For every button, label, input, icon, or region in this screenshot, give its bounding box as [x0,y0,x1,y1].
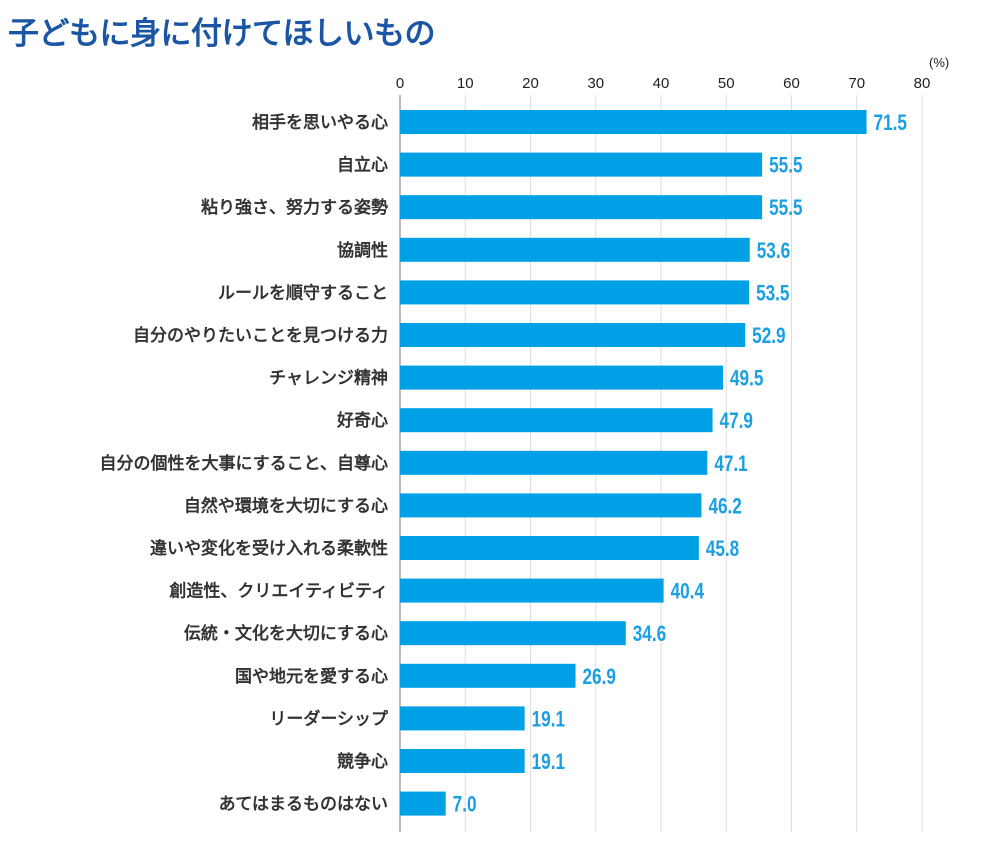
x-tick-label: 60 [783,75,800,92]
bar [400,749,525,773]
value-label: 49.5 [730,367,763,392]
category-label: 創造性、クリエイティビティ [168,581,388,602]
x-tick-label: 20 [522,75,539,92]
unit-label: (%) [929,55,950,70]
value-label: 45.8 [706,537,739,562]
value-label: 26.9 [583,665,616,690]
value-label: 47.9 [720,409,753,434]
category-label: 違いや変化を受け入れる柔軟性 [150,538,388,559]
value-label: 46.2 [708,494,741,519]
value-label: 19.1 [532,750,565,775]
value-label: 7.0 [453,793,477,818]
category-label: リーダーシップ [269,708,389,729]
value-label: 53.6 [757,239,790,264]
category-label: ルールを順守すること [218,282,388,303]
x-tick-label: 40 [653,75,670,92]
category-label: 自然や環境を大切にする心 [184,495,388,516]
x-tick-label: 0 [396,75,404,92]
bar [400,408,713,433]
x-tick-label: 70 [848,75,865,92]
bar [400,493,702,518]
category-label: 自分の個性を大事にすること、自尊心 [100,453,389,474]
category-label: 自分のやりたいことを見つける力 [133,325,388,346]
value-label: 55.5 [769,196,802,221]
category-label: 好奇心 [336,410,388,431]
bar [400,280,750,305]
value-label: 52.9 [752,324,785,349]
category-label: 自立心 [337,155,388,176]
value-label: 34.6 [633,622,666,647]
bar [400,706,525,731]
value-label: 40.4 [671,580,704,605]
chart-title: 子どもに身に付けてほしいもの [8,16,436,52]
bar [400,365,723,390]
category-label: チャレンジ精神 [269,368,388,389]
category-label: あてはまるものはない [219,795,388,815]
value-label: 47.1 [714,452,747,477]
value-label: 55.5 [769,154,802,179]
x-tick-label: 10 [457,75,474,92]
bar [400,450,708,475]
bar [400,578,664,603]
category-label: 国や地元を愛する心 [235,666,388,687]
bar [400,152,763,177]
value-label: 19.1 [532,707,565,732]
bar [400,110,867,134]
bar [400,195,763,220]
bar [400,536,699,560]
category-label: 競争心 [337,751,388,772]
category-label: 伝統・文化を大切にする心 [184,623,388,644]
value-label: 53.5 [756,281,789,306]
x-tick-label: 30 [587,75,604,92]
bar [400,791,446,816]
x-tick-label: 80 [914,75,931,92]
value-label: 71.5 [874,111,907,136]
category-label: 相手を思いやる心 [252,112,388,133]
category-label: 協調性 [337,240,388,261]
bar [400,323,746,347]
category-label: 粘り強さ、努力する姿勢 [201,197,388,218]
bar [400,237,750,262]
bar [400,663,576,688]
x-tick-label: 50 [718,75,735,92]
bar [400,621,626,646]
